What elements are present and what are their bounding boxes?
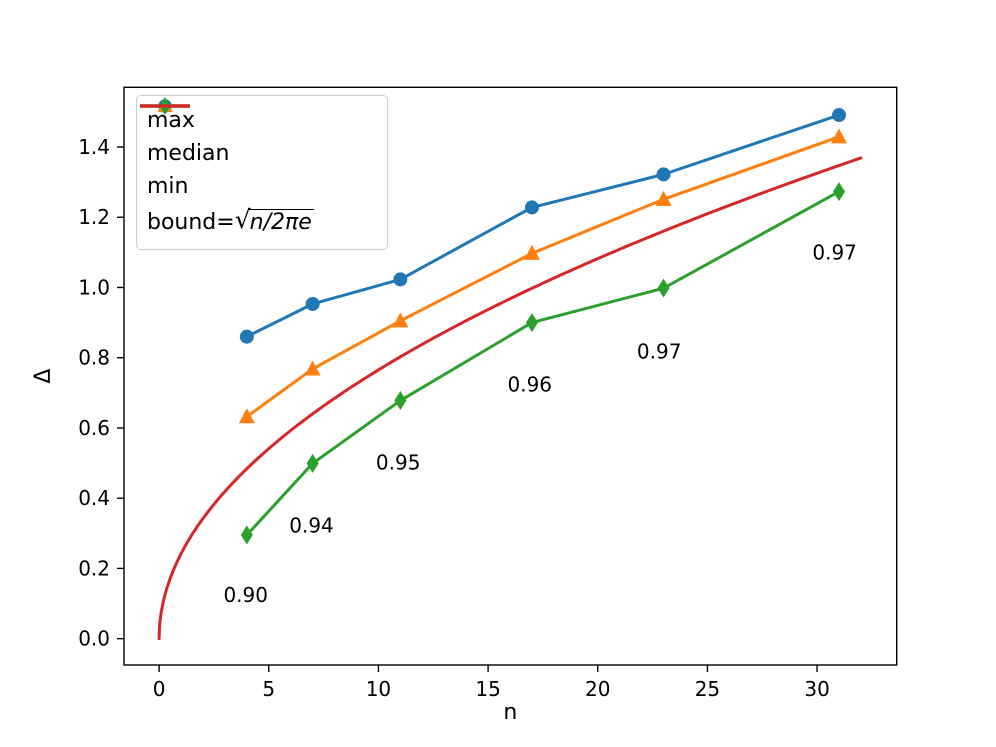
axes-frame (123, 86, 898, 666)
series-line-max (246, 113, 840, 338)
legend-item-min: min (140, 97, 377, 203)
marker-min (240, 525, 253, 545)
marker-max (656, 167, 671, 182)
bound-curve (157, 156, 863, 641)
marker-median (392, 312, 409, 328)
y-axis-label: Δ (31, 369, 56, 384)
marker-min (394, 391, 407, 411)
series-line-median (245, 135, 840, 418)
y-tick-label: 0.8 (78, 346, 110, 370)
legend-handle-bound-icon (140, 104, 190, 108)
y-tick-label: 0.2 (78, 556, 110, 580)
marker-min (833, 182, 846, 202)
marker-min (657, 278, 670, 298)
marker-max (305, 296, 320, 311)
series-line-min (245, 190, 840, 537)
sqrt-radicand: n/2πe (248, 209, 314, 236)
marker-max (524, 200, 539, 215)
x-tick-label: 10 (366, 677, 391, 701)
x-tick-label: 20 (585, 677, 610, 701)
y-tick-label: 0.4 (78, 486, 110, 510)
marker-min (525, 313, 538, 333)
sqrt-symbol: √ (234, 205, 251, 235)
marker-median (655, 190, 672, 206)
annotation: 0.95 (376, 450, 421, 474)
y-tick-label: 0.0 (78, 627, 110, 651)
marker-median (831, 128, 848, 144)
marker-median (523, 244, 540, 260)
annotation: 0.90 (223, 583, 268, 607)
x-tick-label: 15 (475, 677, 500, 701)
y-tick-label: 1.4 (78, 135, 110, 159)
marker-median (238, 408, 255, 424)
legend: max median min bound=√n/2πe (136, 95, 388, 250)
legend-item-bound: bound=√n/2πe (140, 104, 377, 240)
legend-item-median: median (140, 98, 377, 170)
marker-max (239, 329, 254, 344)
marker-min (306, 453, 319, 473)
y-tick-label: 0.6 (78, 416, 110, 440)
y-tick-label: 1.0 (78, 275, 110, 299)
legend-label-median: median (147, 140, 230, 166)
x-tick-label: 25 (695, 677, 720, 701)
x-tick-label: 5 (262, 677, 275, 701)
legend-label-max: max (147, 107, 195, 133)
y-tick-label: 1.2 (78, 205, 110, 229)
x-tick-label: 30 (804, 677, 829, 701)
marker-max (832, 108, 847, 123)
annotation: 0.97 (637, 339, 682, 363)
marker-median (304, 360, 321, 376)
annotation: 0.97 (812, 241, 857, 265)
legend-label-bound: bound=√n/2πe (147, 205, 314, 236)
legend-label-min: min (147, 173, 189, 199)
marker-max (393, 272, 408, 287)
x-axis-label: n (503, 700, 517, 725)
annotation: 0.96 (507, 372, 552, 396)
x-tick-label: 0 (153, 677, 166, 701)
annotation: 0.94 (289, 514, 334, 538)
